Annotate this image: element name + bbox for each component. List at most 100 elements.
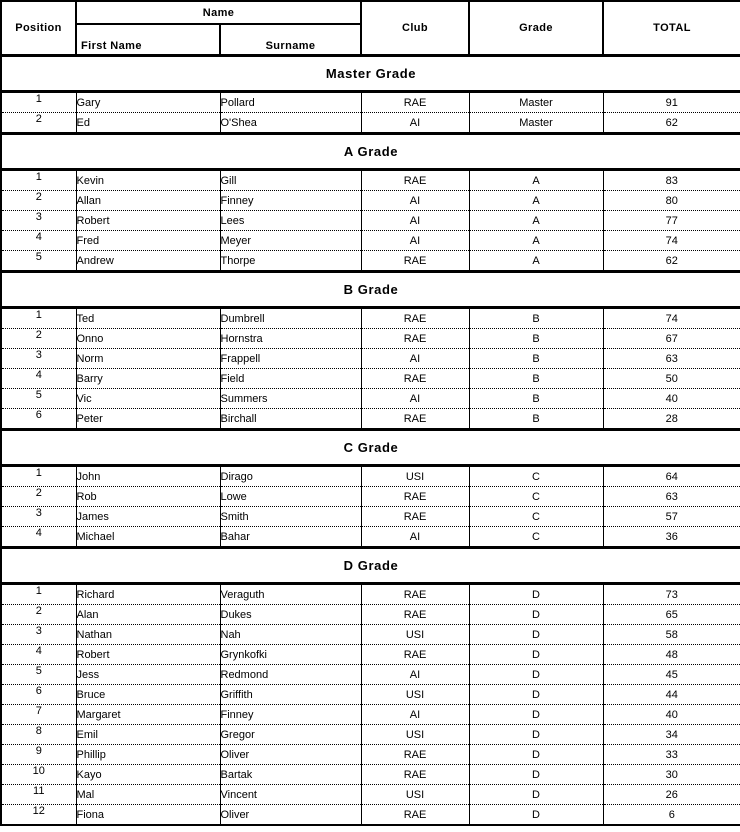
cell-grade: B [468,388,604,409]
cell-first-name: Ed [75,112,221,134]
cell-position: 4 [0,230,77,251]
cell-club: RAE [360,250,470,272]
cell-total: 30 [602,764,740,785]
cell-grade: Master [468,91,604,113]
cell-surname: Oliver [219,804,362,826]
cell-grade: C [468,465,604,487]
cell-grade: C [468,486,604,507]
cell-total: 91 [602,91,740,113]
cell-first-name: John [75,465,221,487]
table-row: 6 Peter Birchall RAE B 28 [0,408,740,430]
cell-grade: A [468,230,604,251]
cell-grade: A [468,210,604,231]
cell-surname: Pollard [219,91,362,113]
cell-total: 67 [602,328,740,349]
cell-position: 8 [0,724,77,745]
cell-total: 62 [602,250,740,272]
cell-club: USI [360,624,470,645]
table-row: 10 Kayo Bartak RAE D 30 [0,764,740,785]
cell-club: RAE [360,486,470,507]
cell-club: RAE [360,328,470,349]
cell-position: 4 [0,368,77,389]
cell-position: 2 [0,112,77,134]
table-row: 1 Kevin Gill RAE A 83 [0,169,740,191]
cell-surname: Smith [219,506,362,527]
cell-total: 6 [602,804,740,826]
table-row: 4 Barry Field RAE B 50 [0,368,740,389]
table-row: 1 Gary Pollard RAE Master 91 [0,91,740,113]
cell-first-name: Jess [75,664,221,685]
cell-total: 65 [602,604,740,625]
cell-position: 5 [0,250,77,272]
cell-position: 11 [0,784,77,805]
cell-surname: Griffith [219,684,362,705]
table-row: 3 Norm Frappell AI B 63 [0,348,740,369]
cell-surname: Lees [219,210,362,231]
cell-position: 2 [0,328,77,349]
cell-position: 2 [0,486,77,507]
cell-first-name: Alan [75,604,221,625]
section-band: D Grade [0,546,740,585]
cell-surname: Nah [219,624,362,645]
cell-total: 63 [602,486,740,507]
cell-grade: D [468,624,604,645]
cell-club: RAE [360,91,470,113]
cell-club: AI [360,190,470,211]
cell-first-name: Nathan [75,624,221,645]
cell-surname: Oliver [219,744,362,765]
cell-position: 2 [0,604,77,625]
cell-position: 3 [0,624,77,645]
cell-club: USI [360,784,470,805]
cell-total: 36 [602,526,740,548]
table-row: 6 Bruce Griffith USI D 44 [0,684,740,705]
cell-surname: Thorpe [219,250,362,272]
table-row: 4 Fred Meyer AI A 74 [0,230,740,251]
cell-club: AI [360,704,470,725]
cell-total: 74 [602,307,740,329]
cell-grade: A [468,250,604,272]
table-row: 7 Margaret Finney AI D 40 [0,704,740,725]
cell-position: 4 [0,644,77,665]
table-row: 2 Ed O'Shea AI Master 62 [0,112,740,134]
cell-position: 3 [0,210,77,231]
cell-first-name: Barry [75,368,221,389]
cell-total: 45 [602,664,740,685]
cell-club: AI [360,526,470,548]
cell-first-name: Kayo [75,764,221,785]
cell-total: 28 [602,408,740,430]
table-row: 8 Emil Gregor USI D 34 [0,724,740,745]
cell-position: 7 [0,704,77,725]
table-row: 3 Robert Lees AI A 77 [0,210,740,231]
cell-grade: D [468,744,604,765]
table-row: 3 Nathan Nah USI D 58 [0,624,740,645]
cell-first-name: Margaret [75,704,221,725]
cell-club: RAE [360,368,470,389]
cell-surname: Vincent [219,784,362,805]
cell-total: 58 [602,624,740,645]
cell-first-name: Rob [75,486,221,507]
cell-surname: Bartak [219,764,362,785]
cell-surname: Hornstra [219,328,362,349]
column-header-surname: Surname [219,23,362,57]
section-band: B Grade [0,270,740,309]
column-header-position: Position [0,0,77,57]
cell-club: RAE [360,764,470,785]
cell-club: RAE [360,307,470,329]
cell-surname: Bahar [219,526,362,548]
cell-total: 48 [602,644,740,665]
cell-total: 73 [602,583,740,605]
cell-surname: O'Shea [219,112,362,134]
cell-total: 34 [602,724,740,745]
cell-total: 57 [602,506,740,527]
cell-surname: Lowe [219,486,362,507]
cell-club: RAE [360,744,470,765]
cell-club: USI [360,684,470,705]
table-row: 2 Alan Dukes RAE D 65 [0,604,740,625]
cell-grade: D [468,583,604,605]
cell-grade: D [468,724,604,745]
cell-club: RAE [360,169,470,191]
cell-surname: Gregor [219,724,362,745]
cell-position: 1 [0,465,77,487]
